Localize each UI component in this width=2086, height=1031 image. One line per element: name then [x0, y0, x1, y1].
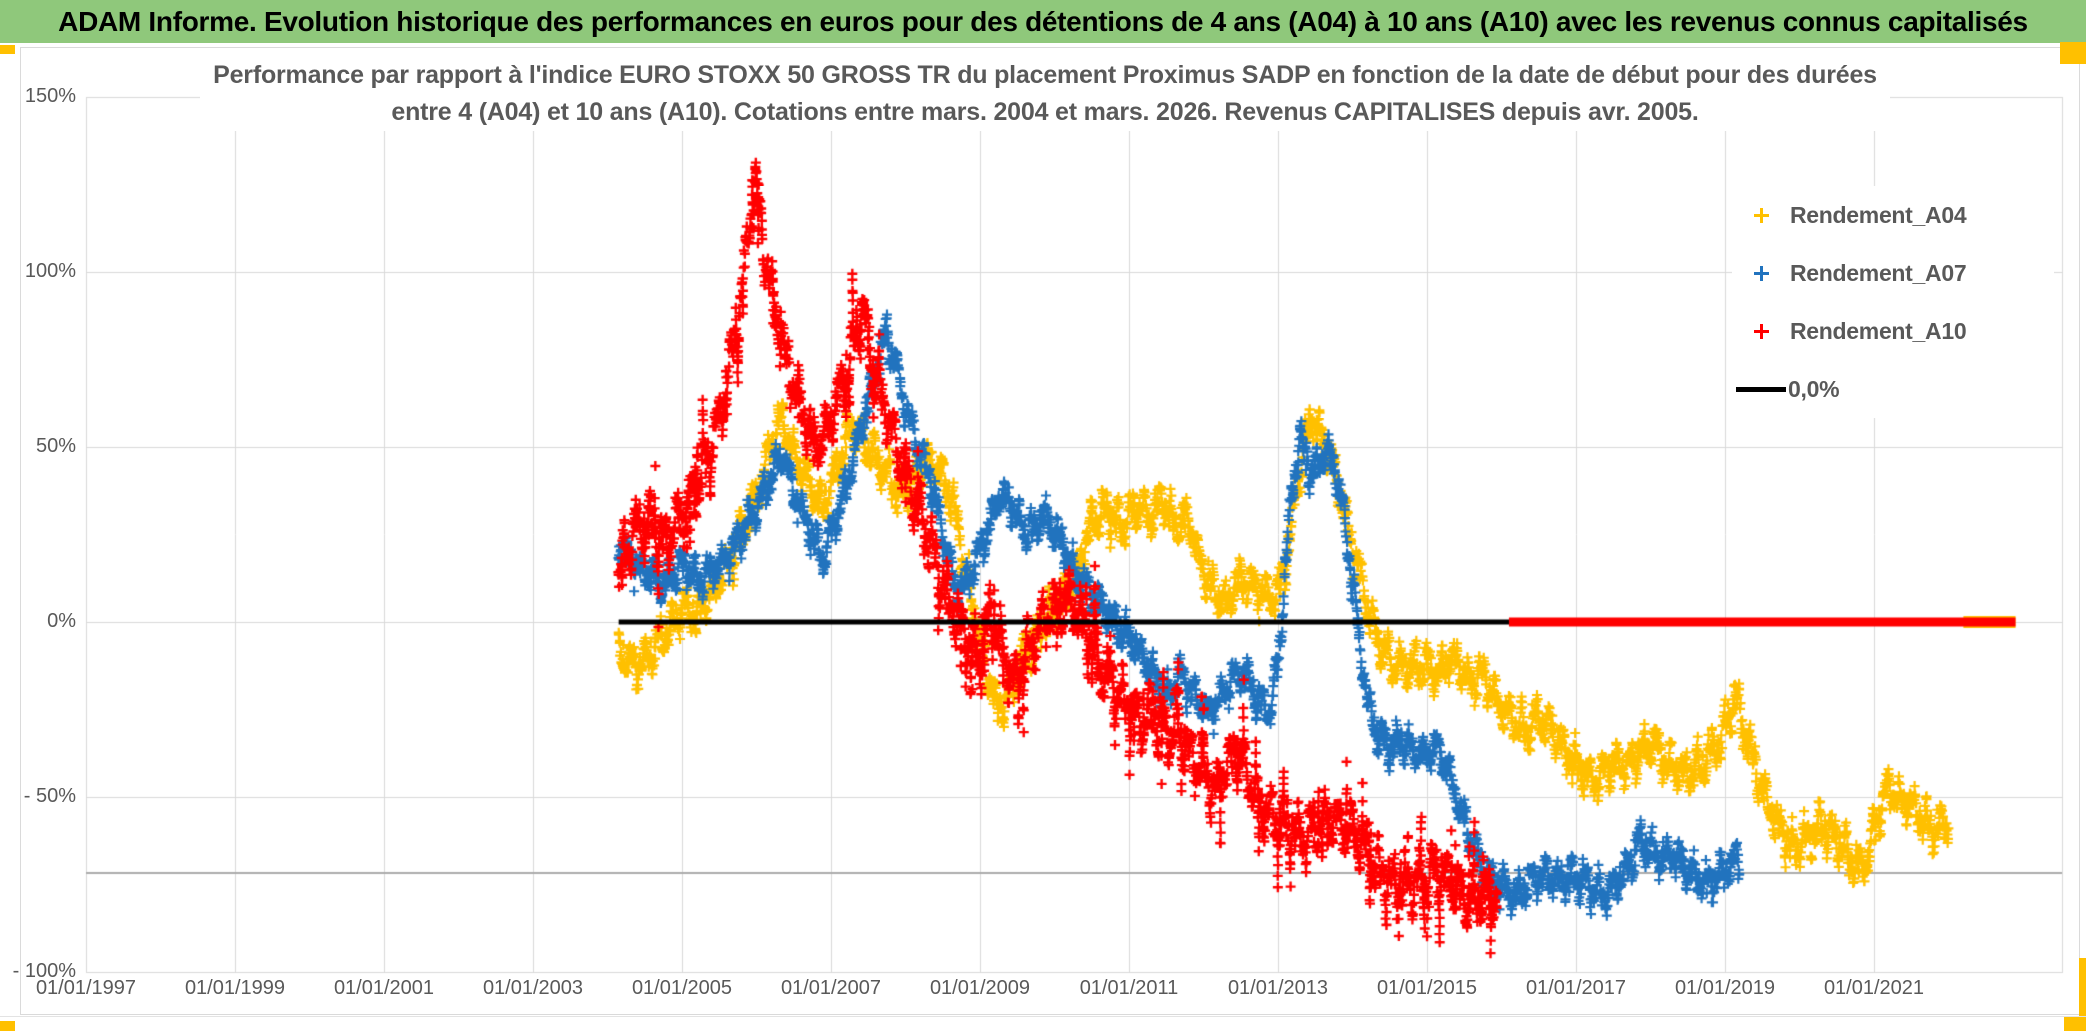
- chart-title: Performance par rapport à l'indice EURO …: [200, 57, 1890, 131]
- legend-label: 0,0%: [1788, 375, 1840, 402]
- chart-title-line1: Performance par rapport à l'indice EURO …: [213, 61, 1877, 89]
- y-tick-label: 0%: [47, 610, 76, 632]
- x-tick-label: 01/01/2013: [1227, 977, 1329, 999]
- x-tick-label: 01/01/2007: [780, 977, 882, 999]
- legend-label: Rendement_A04: [1790, 201, 1967, 228]
- selection-handle-top-left[interactable]: [0, 45, 15, 54]
- x-tick-label: 01/01/2015: [1376, 977, 1478, 999]
- y-tick-label: 150%: [24, 85, 76, 107]
- legend-item-rendement-a07[interactable]: Rendement_A07: [1732, 244, 2054, 302]
- y-tick-label: - 100%: [12, 960, 76, 982]
- x-tick-label: 01/01/2011: [1079, 977, 1179, 999]
- plus-marker-icon: [1753, 207, 1769, 223]
- selection-handle-bottom-right[interactable]: [2064, 1017, 2086, 1031]
- y-tick-label: - 50%: [23, 785, 76, 807]
- x-tick-label: 01/01/2001: [333, 977, 435, 999]
- legend-item-zero-line[interactable]: 0,0%: [1732, 360, 2054, 418]
- y-tick-label: 100%: [24, 260, 76, 282]
- x-tick-label: 01/01/2017: [1525, 977, 1627, 999]
- selection-handle-top-right[interactable]: [2060, 42, 2086, 64]
- chart-title-line2: entre 4 (A04) et 10 ans (A10). Cotations…: [391, 98, 1699, 126]
- x-tick-label: 01/01/2005: [631, 977, 733, 999]
- legend-item-rendement-a10[interactable]: Rendement_A10: [1732, 302, 2054, 360]
- x-tick-label: 01/01/2021: [1823, 977, 1925, 999]
- plus-marker-icon: [1753, 323, 1769, 339]
- x-tick-label: 01/01/2009: [929, 977, 1031, 999]
- legend-item-rendement-a04[interactable]: Rendement_A04: [1732, 186, 2054, 244]
- plus-marker-icon: [1753, 265, 1769, 281]
- x-tick-label: 01/01/2019: [1674, 977, 1776, 999]
- zero-line-swatch-icon: [1736, 386, 1786, 392]
- x-tick-label: 01/01/1997: [35, 977, 137, 999]
- selection-handle-right-strip[interactable]: [2079, 958, 2086, 1016]
- y-tick-label: 50%: [35, 435, 76, 457]
- sheet-row-line: [0, 1016, 2086, 1017]
- legend-label: Rendement_A10: [1790, 317, 1967, 344]
- x-tick-label: 01/01/2003: [482, 977, 584, 999]
- selection-handle-bottom-left[interactable]: [0, 1021, 15, 1031]
- x-tick-label: 01/01/1999: [184, 977, 286, 999]
- legend-label: Rendement_A07: [1790, 259, 1967, 286]
- chart-legend: Rendement_A04 Rendement_A07 Rendement_A1…: [1732, 186, 2054, 418]
